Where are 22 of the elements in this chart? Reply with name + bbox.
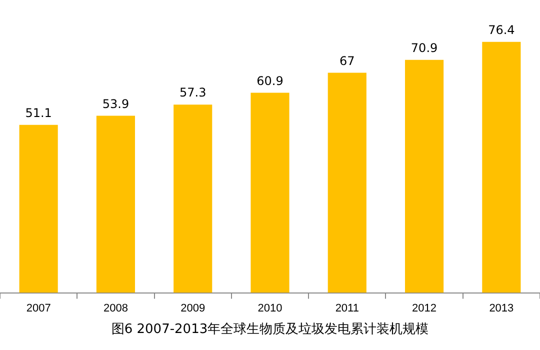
data-label: 76.4 — [488, 22, 515, 37]
x-tick-label: 2009 — [180, 302, 206, 314]
x-tick-label: 2012 — [412, 302, 437, 314]
data-label: 70.9 — [410, 41, 438, 56]
text: 图6 2007-2013年全球生物质及垃圾发电累计装机规模 — [110, 321, 430, 338]
bar — [174, 104, 212, 293]
bar — [405, 60, 444, 293]
x-tick-label: 2013 — [489, 302, 514, 314]
x-tick-label: 2007 — [26, 302, 51, 314]
data-label: 57.3 — [180, 86, 206, 100]
bar — [328, 72, 366, 293]
bar — [19, 124, 58, 293]
x-tick-label: 2010 — [258, 302, 282, 314]
bar — [250, 92, 290, 293]
data-label: 67 — [340, 54, 355, 68]
data-label: 53.9 — [102, 96, 130, 111]
x-tick-label: 2008 — [103, 302, 128, 314]
x-tick-label: 2011 — [335, 302, 359, 314]
bar — [482, 42, 521, 293]
bar — [96, 116, 135, 293]
data-label: 60.9 — [256, 74, 284, 88]
data-label: 51.1 — [25, 106, 52, 120]
